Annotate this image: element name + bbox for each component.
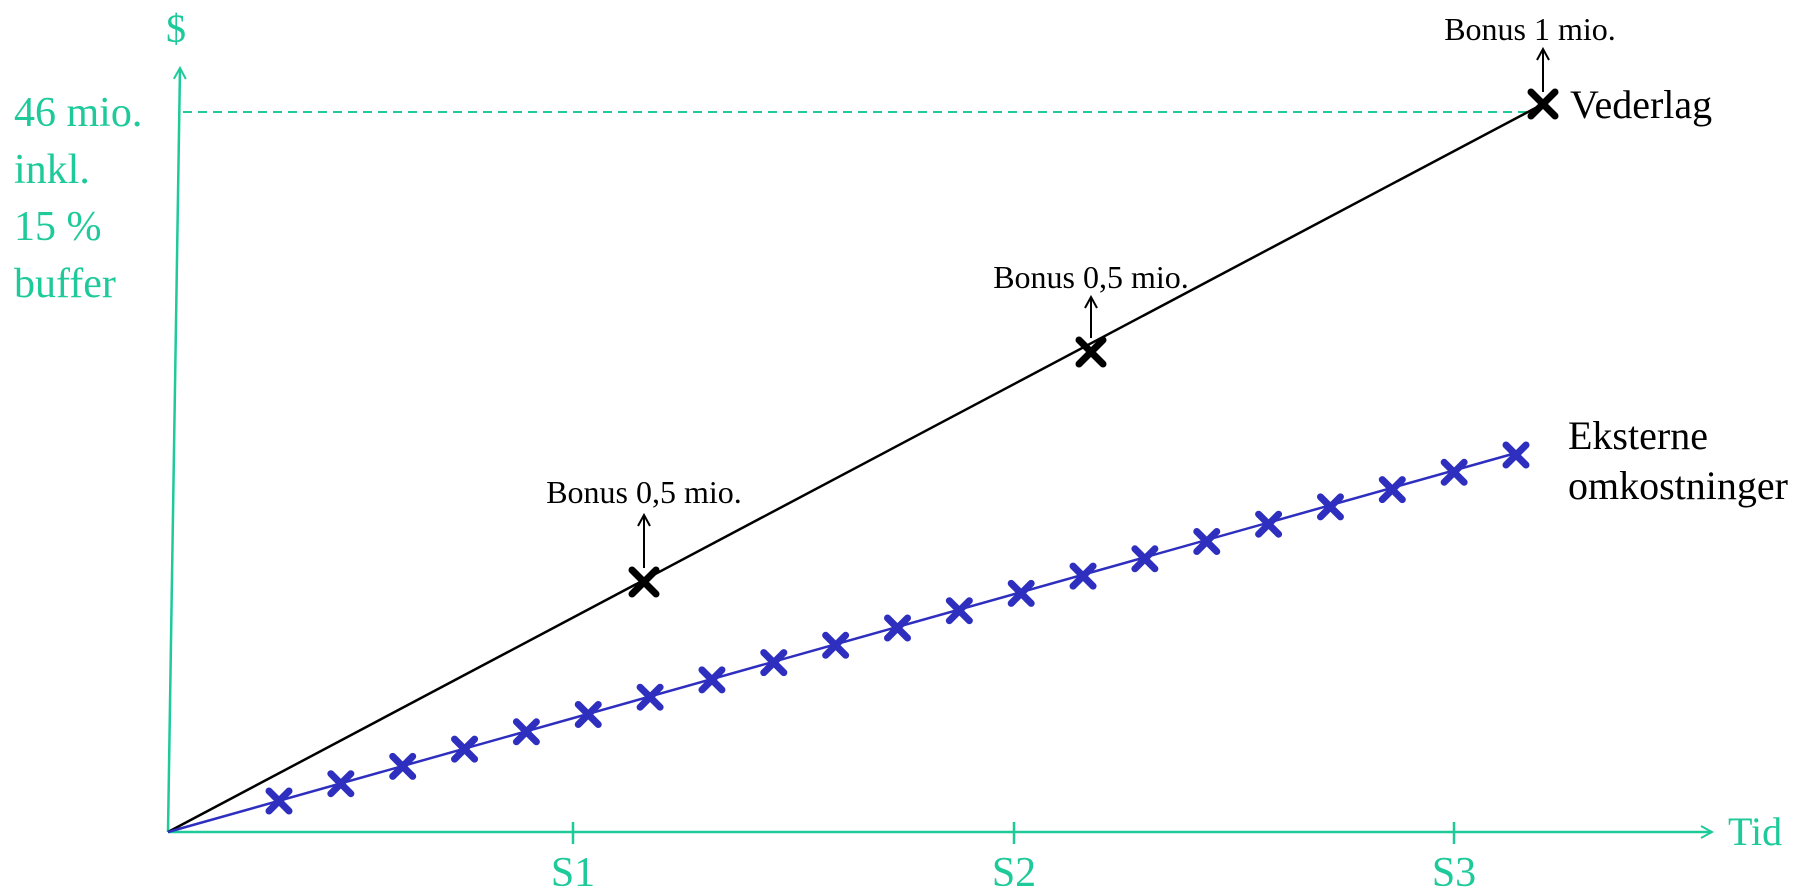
axes: $ Tid 46 mio. inkl. 15 % buffer S1 S2 S3	[14, 6, 1782, 892]
eksterne-marker-11	[884, 614, 911, 642]
x-axis-label: Tid	[1728, 809, 1782, 854]
eksterne-marker-9	[760, 649, 788, 677]
vederlag-series: Vederlag	[167, 82, 1712, 834]
vederlag-markers	[628, 88, 1559, 598]
y-value-line-3: 15 %	[14, 204, 102, 250]
eksterne-marker-7	[636, 683, 664, 711]
eksterne-marker-21	[1502, 441, 1530, 469]
x-tick-label-s1: S1	[551, 850, 595, 892]
vederlag-marker-3	[1527, 88, 1559, 120]
eksterne-marker-3	[389, 752, 417, 780]
eksterne-marker-13	[1007, 579, 1035, 607]
eksterne-label-line-2: omkostninger	[1568, 463, 1788, 508]
y-value-line-1: 46 mio.	[14, 90, 142, 136]
eksterne-marker-14	[1069, 562, 1097, 590]
vederlag-marker-2	[1075, 336, 1107, 368]
x-tick-label-s3: S3	[1432, 850, 1476, 892]
eksterne-marker-16	[1193, 528, 1221, 555]
eksterne-marker-5	[512, 718, 540, 746]
eksterne-marker-4	[451, 735, 479, 763]
eksterne-marker-12	[945, 597, 973, 625]
eksterne-marker-10	[822, 631, 850, 659]
eksterne-marker-2	[327, 770, 355, 798]
eksterne-series: Eksterne omkostninger	[167, 413, 1788, 834]
bonus-annotations: Bonus 0,5 mio. Bonus 0,5 mio. Bonus 1 mi…	[546, 11, 1616, 568]
eksterne-marker-6	[574, 701, 602, 728]
y-axis	[166, 68, 180, 833]
bonus-label-2: Bonus 0,5 mio.	[993, 259, 1189, 295]
vederlag-line	[167, 102, 1544, 834]
eksterne-marker-15	[1131, 545, 1159, 573]
eksterne-marker-19	[1378, 476, 1406, 504]
eksterne-marker-18	[1316, 493, 1344, 521]
vederlag-label: Vederlag	[1570, 82, 1712, 127]
eksterne-marker-20	[1440, 458, 1468, 486]
y-value-line-4: buffer	[14, 261, 116, 307]
vederlag-marker-1	[628, 566, 660, 598]
y-value-line-2: inkl.	[14, 147, 90, 193]
eksterne-marker-8	[698, 666, 726, 694]
eksterne-markers	[265, 441, 1530, 815]
x-tick-label-s2: S2	[992, 850, 1036, 892]
bonus-label-1: Bonus 0,5 mio.	[546, 474, 742, 510]
y-axis-label: $	[166, 6, 186, 51]
eksterne-marker-17	[1255, 510, 1283, 538]
eksterne-label-line-1: Eksterne	[1568, 413, 1708, 458]
eksterne-marker-1	[265, 787, 293, 815]
bonus-label-3: Bonus 1 mio.	[1444, 11, 1616, 47]
